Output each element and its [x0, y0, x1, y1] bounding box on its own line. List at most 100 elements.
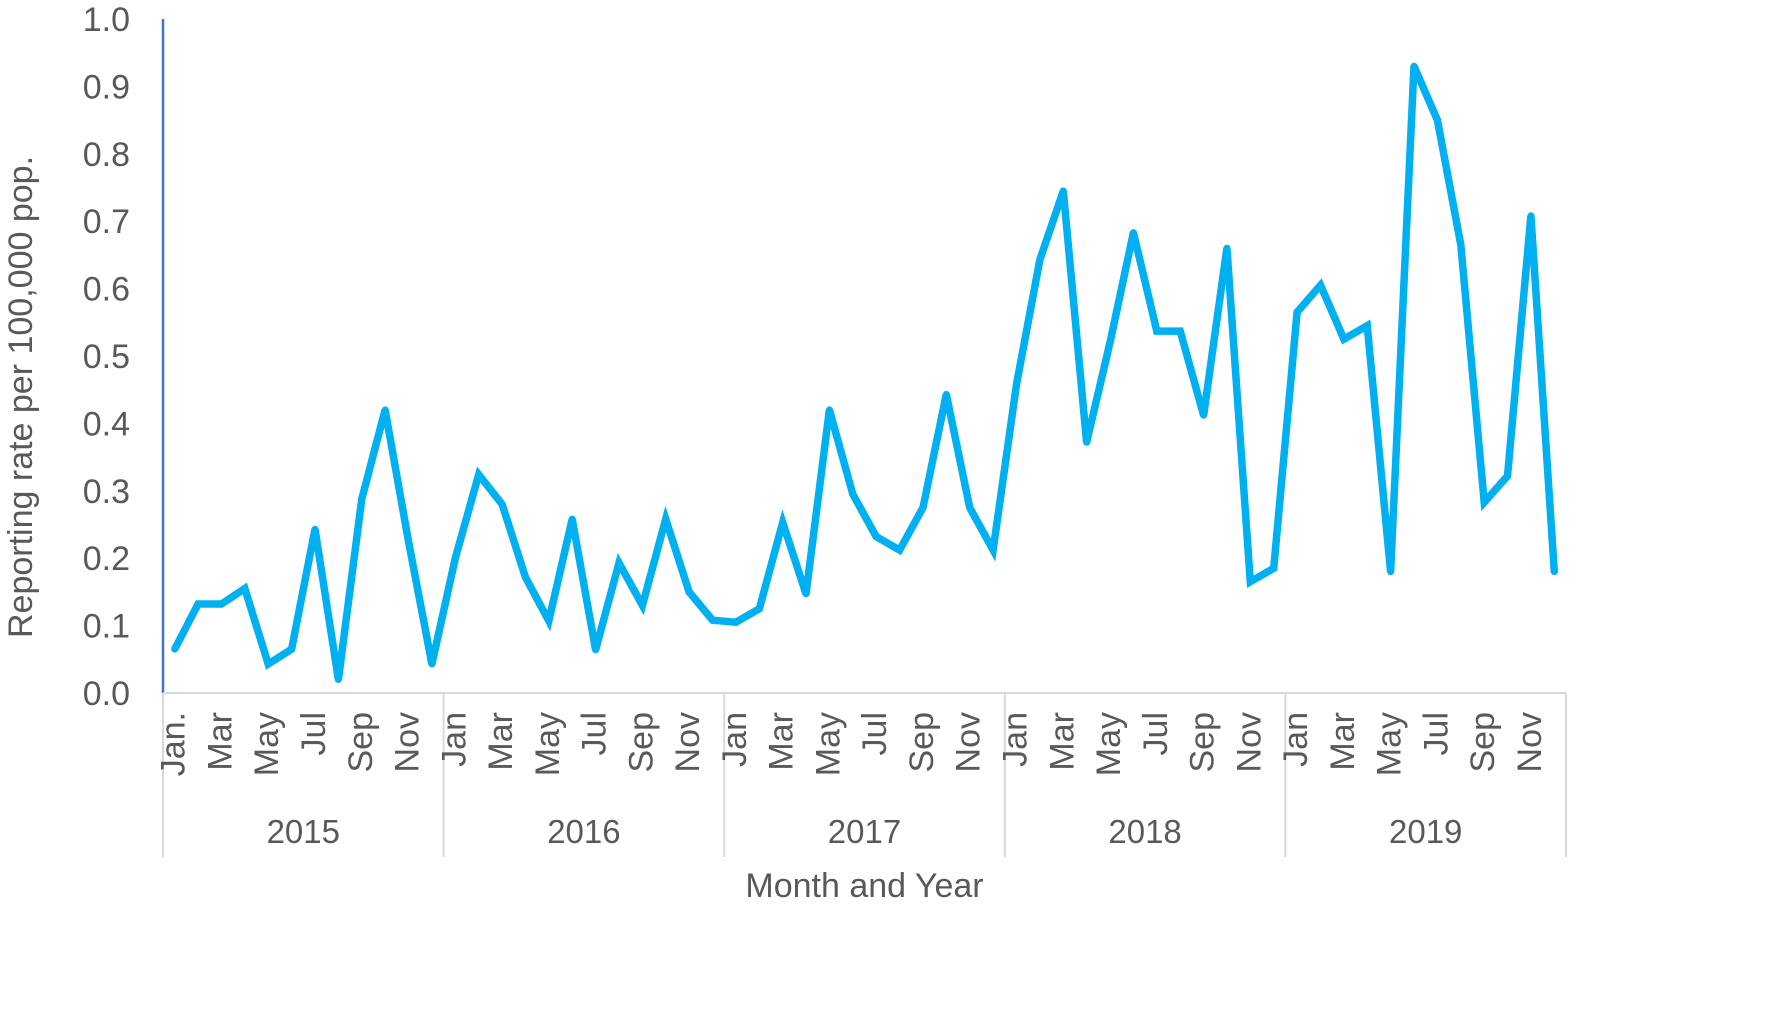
data-point [1527, 212, 1535, 220]
data-point [334, 676, 342, 684]
data-point [217, 600, 225, 608]
data-point [568, 515, 576, 523]
x-month-label: Sep [1184, 712, 1222, 773]
y-tick-label: 0.7 [83, 203, 130, 241]
data-point [779, 518, 787, 526]
x-month-label: Jan [435, 712, 473, 767]
x-month-label: Nov [669, 712, 707, 772]
data-point [685, 588, 693, 596]
data-point [849, 490, 857, 498]
data-point [405, 537, 413, 545]
x-month-label: Sep [1464, 712, 1502, 773]
data-point [521, 573, 529, 581]
data-point [1246, 578, 1254, 586]
y-tick-label: 0.5 [83, 338, 130, 376]
x-month-label: Mar [1043, 712, 1081, 771]
data-point [1223, 244, 1231, 252]
data-point [311, 525, 319, 533]
data-point [1036, 256, 1044, 264]
x-month-label: May [1371, 712, 1409, 776]
data-point [592, 646, 600, 654]
data-point [475, 471, 483, 479]
x-month-label: Mar [201, 712, 239, 771]
x-year-label: 2019 [1389, 813, 1462, 850]
data-point [498, 500, 506, 508]
y-tick-label: 0.2 [83, 540, 130, 578]
data-point [919, 504, 927, 512]
data-point [825, 406, 833, 414]
y-tick-label: 0.6 [83, 271, 130, 309]
data-point [1106, 339, 1114, 347]
data-point [1083, 438, 1091, 446]
x-month-label: May [248, 712, 286, 776]
x-month-label: Jan [716, 712, 754, 767]
data-point [638, 601, 646, 609]
data-point [1293, 308, 1301, 316]
x-month-label: Jan. [155, 712, 193, 776]
data-point [171, 645, 179, 653]
data-point [709, 616, 717, 624]
data-point [1480, 498, 1488, 506]
data-point [942, 390, 950, 398]
data-point [662, 515, 670, 523]
data-point [1363, 322, 1371, 330]
data-point [1012, 380, 1020, 388]
y-tick-label: 1.0 [83, 1, 130, 39]
x-month-label: Nov [1230, 712, 1268, 772]
data-point [966, 504, 974, 512]
data-point [358, 495, 366, 503]
data-point [755, 605, 763, 613]
x-axis-month-labels: Jan. Mar May Jul Sep Nov Jan Mar May Jul Sep Nov Jan… [155, 712, 1549, 776]
x-year-label: 2018 [1108, 813, 1181, 850]
y-tick-label: 0.3 [83, 473, 130, 511]
x-month-label: Sep [622, 712, 660, 773]
data-point [1200, 411, 1208, 419]
x-month-label: Nov [389, 712, 427, 772]
data-point [1433, 116, 1441, 124]
x-month-label: Jul [295, 712, 333, 755]
data-point [872, 533, 880, 541]
x-month-label: May [1090, 712, 1128, 776]
x-month-label: Sep [903, 712, 941, 773]
y-axis-ticks: 0.0 0.1 0.2 0.3 0.4 0.5 0.6 0.7 0.8 0.9 1.0 [83, 1, 130, 713]
data-point [545, 617, 553, 625]
y-tick-label: 0.9 [83, 68, 130, 106]
y-tick-label: 0.0 [83, 675, 130, 713]
data-point [1316, 281, 1324, 289]
x-month-label: May [529, 712, 567, 776]
data-point [264, 660, 272, 668]
data-point [1457, 241, 1465, 249]
data-point [1340, 335, 1348, 343]
data-point [732, 618, 740, 626]
x-axis-title: Month and Year [745, 867, 983, 905]
data-point [1387, 568, 1395, 576]
y-tick-label: 0.1 [83, 608, 130, 646]
x-month-label: Jul [1417, 712, 1455, 755]
data-point [896, 546, 904, 554]
x-month-label: Jul [576, 712, 614, 755]
x-month-label: Jan [1277, 712, 1315, 767]
x-month-label: Nov [950, 712, 988, 772]
data-point [1176, 327, 1184, 335]
x-month-label: Jul [856, 712, 894, 755]
data-point [241, 585, 249, 593]
data-point [1129, 229, 1137, 237]
data-points [171, 62, 1558, 684]
data-point [1059, 187, 1067, 195]
data-point [989, 546, 997, 554]
data-point [615, 559, 623, 567]
data-point [194, 600, 202, 608]
data-point [381, 406, 389, 414]
data-point [1153, 327, 1161, 335]
x-month-label: Sep [342, 712, 380, 773]
y-tick-label: 0.4 [83, 405, 130, 443]
x-month-label: Nov [1511, 712, 1549, 772]
data-point [428, 660, 436, 668]
data-point [1270, 564, 1278, 572]
x-month-label: Mar [482, 712, 520, 771]
data-point [451, 554, 459, 562]
data-point [1504, 472, 1512, 480]
x-month-label: Mar [763, 712, 801, 771]
x-axis-separators [162, 692, 1567, 857]
